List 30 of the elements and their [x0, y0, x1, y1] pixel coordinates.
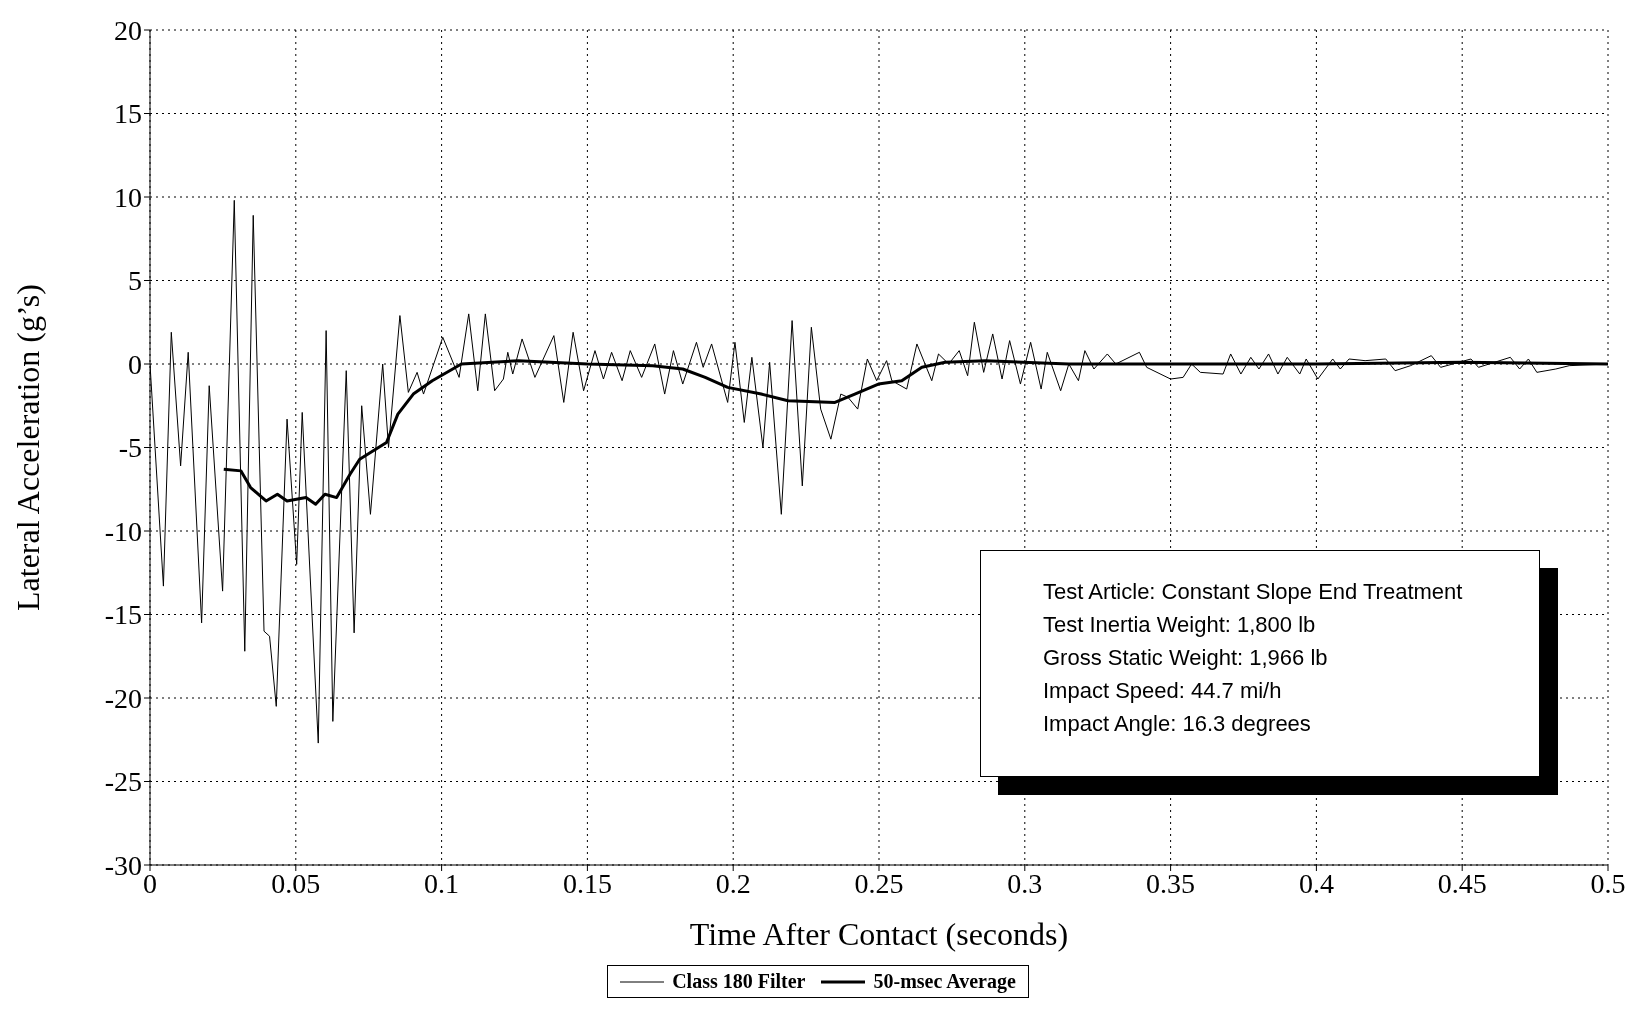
- y-tick-label: 5: [128, 265, 142, 297]
- annotation: Test Article: Constant Slope End Treatment: [1043, 578, 1464, 606]
- x-tick-label: 0.15: [562, 867, 612, 899]
- y-tick-label: 0: [128, 348, 142, 380]
- y-tick-label: 15: [114, 98, 142, 130]
- x-axis-title: Time After Contact (seconds): [689, 916, 1069, 952]
- y-tick-label: 10: [114, 181, 142, 213]
- annotation: Impact Speed: 44.7 mi/h: [1043, 677, 1283, 705]
- y-tick-label: -15: [104, 599, 142, 631]
- y-tick-label: -25: [104, 766, 142, 798]
- annotation: Test Inertia Weight: 1,800 lb: [1043, 611, 1317, 639]
- annotation: Impact Angle: 16.3 degrees: [1043, 710, 1312, 738]
- y-tick-label: 20: [114, 14, 142, 46]
- y-tick-label: -30: [104, 849, 142, 881]
- x-tick-label: 0.5: [1590, 867, 1626, 899]
- x-tick-label: 0.3: [1007, 867, 1043, 899]
- y-axis-title: Lateral Acceleration (g’s): [10, 284, 47, 611]
- legend-label: Class 180 Filter: [671, 970, 806, 993]
- annotation: Gross Static Weight: 1,966 lb: [1043, 644, 1329, 672]
- legend-label: 50-msec Average: [872, 970, 1016, 993]
- x-tick-label: 0.05: [271, 867, 321, 899]
- y-tick-label: -5: [118, 432, 142, 464]
- x-tick-label: 0.1: [424, 867, 460, 899]
- y-tick-label: -20: [104, 682, 142, 714]
- x-tick-label: 0.35: [1146, 867, 1196, 899]
- y-tick-label: -10: [104, 515, 142, 547]
- x-tick-label: 0.4: [1298, 867, 1334, 899]
- x-tick-label: 0.25: [854, 867, 904, 899]
- x-tick-label: 0.45: [1437, 867, 1487, 899]
- x-tick-label: 0.2: [715, 867, 751, 899]
